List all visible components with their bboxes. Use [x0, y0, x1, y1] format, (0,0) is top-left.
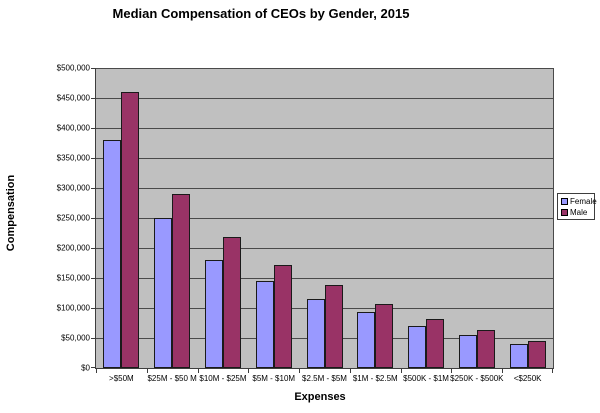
x-tick [552, 369, 553, 373]
y-tick-label: $250,000 [56, 213, 90, 223]
chart-title: Median Compensation of CEOs by Gender, 2… [112, 6, 410, 21]
y-tick-label: $0 [81, 363, 90, 373]
bar-male-3 [273, 264, 292, 368]
bar-male-6 [426, 319, 445, 368]
x-tick [146, 369, 148, 373]
y-tick [91, 338, 95, 339]
gridline [96, 248, 553, 249]
bar-male-0 [121, 92, 140, 368]
x-tick [400, 369, 402, 373]
legend: Female Male [557, 193, 597, 220]
y-tick [91, 218, 95, 219]
bar-male-4 [324, 285, 343, 368]
x-tick [451, 369, 453, 373]
bar-female-2 [204, 260, 223, 368]
legend-item-male: Male [561, 208, 592, 217]
y-tick [91, 188, 95, 189]
bar-female-6 [408, 326, 427, 368]
bar-female-8 [509, 344, 528, 368]
gridline [96, 188, 553, 189]
y-tick [91, 308, 95, 309]
x-tick-label: $10M - $25M [199, 374, 247, 383]
x-tick-label: $500K - $1M [403, 374, 449, 383]
legend-item-female: Female [561, 197, 597, 206]
x-axis-labels: >$50M $25M - $50 M $10M - $25M $5M - $10M $2… [96, 374, 553, 386]
legend-label-female: Female [570, 197, 597, 206]
y-tick [91, 248, 95, 249]
bar-male-2 [222, 237, 241, 368]
y-tick-label: $50,000 [61, 333, 90, 343]
bar-female-0 [103, 140, 122, 368]
y-tick-label: $300,000 [56, 183, 90, 193]
y-tick-label: $150,000 [56, 273, 90, 283]
y-tick-label: $400,000 [56, 123, 90, 133]
y-tick-label: $500,000 [56, 63, 90, 73]
x-tick-label: $2.5M - $5M [302, 374, 347, 383]
bar-female-5 [357, 312, 376, 368]
gridline [96, 278, 553, 279]
gridline [96, 128, 553, 129]
x-tick-label: $5M - $10M [252, 374, 296, 383]
y-tick-label: $100,000 [56, 303, 90, 313]
x-tick-label: $250K - $500K [450, 374, 504, 383]
gridline [96, 218, 553, 219]
x-tick [502, 369, 504, 373]
x-tick [248, 369, 250, 373]
y-tick [91, 98, 95, 99]
y-axis-labels: $0 $50,000 $100,000 $150,000 $200,000 $250,00… [0, 64, 90, 373]
x-tick-label: <$250K [513, 374, 542, 383]
y-tick-label: $450,000 [56, 93, 90, 103]
x-tick [299, 369, 301, 373]
bar-female-3 [255, 281, 274, 368]
y-tick [91, 128, 95, 129]
x-tick-label: >$50M [109, 374, 134, 383]
x-axis-title: Expenses [294, 391, 346, 403]
gridline [96, 68, 553, 69]
y-tick [91, 158, 95, 159]
bar-male-1 [172, 194, 191, 368]
x-tick-label: $1M - $2.5M [352, 374, 398, 383]
gridline [96, 158, 553, 159]
y-tick [91, 367, 95, 368]
y-tick [91, 278, 95, 279]
female-swatch-icon [561, 198, 568, 205]
plot-area [91, 68, 554, 373]
bar-male-7 [476, 330, 495, 368]
bar-female-4 [306, 299, 325, 368]
male-swatch-icon [561, 209, 568, 216]
x-tick [349, 369, 351, 373]
y-tick-label: $350,000 [56, 153, 90, 163]
bar-female-7 [458, 335, 477, 368]
bar-male-8 [527, 341, 546, 368]
x-tick-label: $25M - $50 M [147, 374, 197, 383]
x-tick [96, 369, 97, 373]
gridline [96, 98, 553, 99]
bar-female-1 [154, 218, 173, 368]
y-tick [91, 68, 95, 69]
y-tick-label: $200,000 [56, 243, 90, 253]
x-tick [197, 369, 199, 373]
bar-male-5 [375, 303, 394, 368]
legend-label-male: Male [570, 208, 588, 217]
